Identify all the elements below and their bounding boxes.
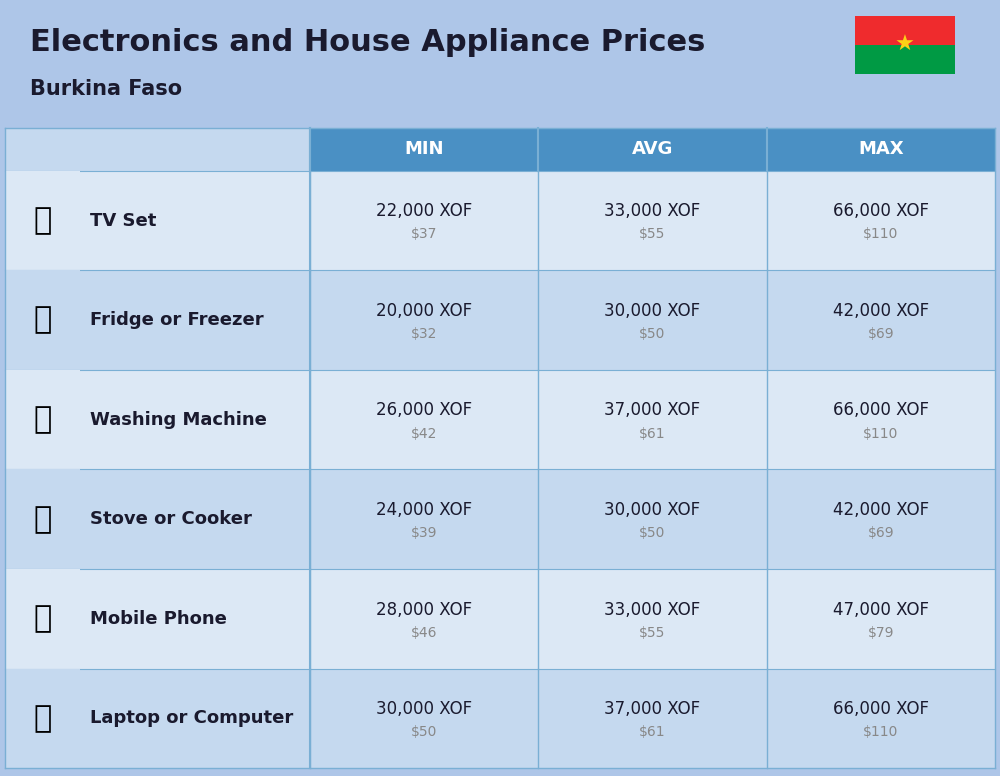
Text: TV Set: TV Set	[90, 212, 156, 230]
Text: 26,000 XOF: 26,000 XOF	[376, 401, 472, 419]
Text: 42,000 XOF: 42,000 XOF	[833, 302, 929, 320]
Text: Mobile Phone: Mobile Phone	[90, 610, 227, 628]
Text: $42: $42	[411, 427, 437, 441]
Text: $69: $69	[868, 526, 894, 540]
Bar	[5, 469, 80, 569]
Bar	[5, 669, 995, 768]
Text: Electronics and House Appliance Prices: Electronics and House Appliance Prices	[30, 28, 705, 57]
Text: $55: $55	[639, 625, 666, 640]
Text: $37: $37	[411, 227, 437, 241]
Text: $50: $50	[639, 327, 666, 341]
Bar	[5, 569, 80, 669]
Text: 24,000 XOF: 24,000 XOF	[376, 501, 472, 519]
Bar	[5, 270, 995, 370]
Bar	[5, 569, 995, 669]
Text: MIN: MIN	[404, 140, 444, 158]
Text: 🧊: 🧊	[33, 306, 52, 334]
Text: $55: $55	[639, 227, 666, 241]
Text: $79: $79	[868, 625, 894, 640]
Bar	[855, 16, 955, 74]
Text: 42,000 XOF: 42,000 XOF	[833, 501, 929, 519]
Text: 🔥: 🔥	[33, 504, 52, 534]
Bar	[855, 44, 955, 74]
Text: 🌀: 🌀	[33, 405, 52, 435]
Text: Stove or Cooker: Stove or Cooker	[90, 511, 252, 528]
Text: Laptop or Computer: Laptop or Computer	[90, 709, 293, 727]
Text: 33,000 XOF: 33,000 XOF	[604, 601, 701, 618]
Text: 33,000 XOF: 33,000 XOF	[604, 203, 701, 220]
Bar	[5, 171, 80, 270]
Text: AVG: AVG	[632, 140, 673, 158]
Bar	[5, 469, 995, 569]
Text: 30,000 XOF: 30,000 XOF	[376, 700, 472, 718]
Text: 47,000 XOF: 47,000 XOF	[833, 601, 929, 618]
Text: 20,000 XOF: 20,000 XOF	[376, 302, 472, 320]
Bar	[5, 128, 995, 171]
Bar	[5, 128, 310, 171]
Text: $110: $110	[863, 726, 899, 740]
Text: $46: $46	[411, 625, 437, 640]
Bar	[5, 370, 995, 469]
Bar	[5, 270, 80, 370]
Text: 📺: 📺	[33, 206, 52, 235]
Text: 💻: 💻	[33, 704, 52, 733]
Text: 66,000 XOF: 66,000 XOF	[833, 401, 929, 419]
Text: 66,000 XOF: 66,000 XOF	[833, 203, 929, 220]
Bar	[5, 669, 80, 768]
Text: 22,000 XOF: 22,000 XOF	[376, 203, 472, 220]
Text: $39: $39	[411, 526, 437, 540]
Text: $110: $110	[863, 227, 899, 241]
Text: 30,000 XOF: 30,000 XOF	[604, 302, 701, 320]
Text: $61: $61	[639, 427, 666, 441]
Text: $69: $69	[868, 327, 894, 341]
Text: ★: ★	[895, 35, 915, 54]
Text: $50: $50	[639, 526, 666, 540]
Text: 37,000 XOF: 37,000 XOF	[604, 700, 701, 718]
Bar	[5, 370, 80, 469]
Text: $32: $32	[411, 327, 437, 341]
Text: 28,000 XOF: 28,000 XOF	[376, 601, 472, 618]
Text: Washing Machine: Washing Machine	[90, 411, 267, 428]
Text: 66,000 XOF: 66,000 XOF	[833, 700, 929, 718]
Text: 37,000 XOF: 37,000 XOF	[604, 401, 701, 419]
Text: MAX: MAX	[858, 140, 904, 158]
Text: 30,000 XOF: 30,000 XOF	[604, 501, 701, 519]
Text: Burkina Faso: Burkina Faso	[30, 79, 182, 99]
Text: Fridge or Freezer: Fridge or Freezer	[90, 311, 264, 329]
Text: 📱: 📱	[33, 605, 52, 633]
Bar	[5, 171, 995, 270]
Text: $110: $110	[863, 427, 899, 441]
Text: $50: $50	[411, 726, 437, 740]
Text: $61: $61	[639, 726, 666, 740]
